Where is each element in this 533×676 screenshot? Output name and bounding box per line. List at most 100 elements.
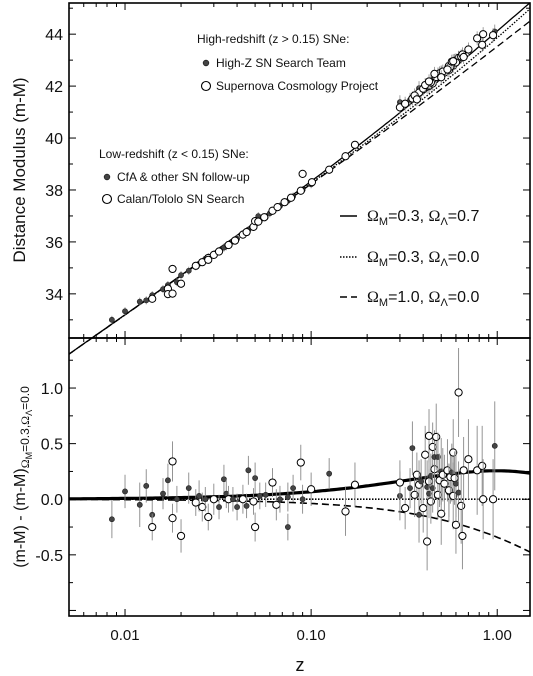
residual-point-open (433, 490, 443, 499)
legend-high-redshift-heading: High-redshift (z > 0.15) SNe: (197, 32, 349, 46)
bottom-panel-frame (68, 337, 531, 617)
x-axis-label: z (296, 655, 305, 675)
top-point-open (224, 240, 233, 250)
residual-point-open (168, 457, 177, 466)
residual-point-open (341, 507, 350, 516)
residual-point-filled (234, 504, 240, 510)
residual-point-filled (491, 442, 498, 449)
residual-point-open (459, 466, 468, 475)
residual-point-filled (196, 493, 202, 499)
top-y-tick-label: 42 (45, 79, 63, 96)
top-point-open (412, 95, 421, 104)
residual-point-filled (407, 485, 413, 492)
x-tick-label: 1.00 (483, 627, 512, 644)
top-y-tick-label: 44 (45, 27, 63, 44)
top-y-tick-label: 40 (45, 131, 63, 148)
residual-point-open (204, 512, 213, 522)
bottom-y-tick-label: 1.0 (41, 381, 63, 398)
bottom-y-tick-label: 0.5 (41, 437, 63, 454)
top-point-filled (122, 308, 128, 315)
top-point-open (479, 30, 488, 39)
residual-point-open (238, 495, 248, 504)
residual-point-open (251, 522, 260, 532)
residual-point-filled (256, 493, 263, 499)
residual-point-open (401, 504, 410, 513)
top-point-open (280, 198, 289, 207)
top-point-open (214, 247, 224, 256)
top-point-open (350, 140, 360, 149)
residual-point-open (249, 497, 258, 506)
residual-point-open (419, 504, 428, 513)
legend-scp: Supernova Cosmology Project (216, 79, 379, 93)
residual-point-filled (160, 490, 166, 497)
top-point-filled (178, 272, 184, 279)
bottom-residual-points (108, 348, 498, 571)
top-y-tick-label: 38 (45, 183, 63, 200)
top-point-open (478, 40, 487, 49)
top-point-open (443, 65, 452, 74)
top-data-points (108, 24, 498, 324)
residual-point-filled (165, 477, 171, 484)
top-point-open (204, 255, 213, 264)
legend-cosmology-solid: ΩM=0.3, ΩΛ=0.7 (367, 208, 479, 228)
legend-cosmology-dashed: ΩM=1.0, ΩΛ=0.0 (367, 289, 479, 309)
residual-point-filled (245, 467, 252, 474)
top-point-open (437, 73, 446, 82)
legend-cosmology-dotted: ΩM=0.3, ΩΛ=0.0 (367, 249, 479, 269)
residual-point-open (458, 531, 467, 541)
residual-point-filled (277, 496, 283, 503)
residual-point-open (272, 500, 281, 509)
residual-point-open (473, 466, 482, 475)
top-point-open (424, 77, 434, 86)
residual-point-open (209, 495, 218, 504)
legend-low-redshift: Low-redshift (z < 0.15) SNe: CfA & other… (99, 147, 250, 206)
residual-point-filled (202, 496, 209, 503)
residual-point-open (478, 461, 487, 470)
top-point-open (325, 165, 334, 174)
legend-cfa: CfA & other SN follow-up (117, 170, 250, 184)
residual-point-filled (143, 482, 150, 489)
top-point-open (260, 213, 269, 222)
top-point-open (473, 34, 482, 43)
top-point-open (168, 264, 177, 274)
residual-point-filled (426, 490, 432, 497)
bottom-y-axis-label: (m-M) - (m-M)ΩM=0.3,ΩΛ=0.0 (12, 386, 34, 568)
legend-filled-marker (202, 59, 210, 67)
legend-cosmology: ΩM=0.3, ΩΛ=0.7 ΩM=0.3, ΩΛ=0.0 ΩM=1.0, ΩΛ… (340, 208, 479, 309)
top-point-filled (185, 267, 192, 274)
residual-point-filled (230, 496, 236, 503)
top-point-open (401, 99, 410, 108)
residual-point-open (488, 495, 498, 504)
residual-point-open (307, 485, 316, 494)
top-point-open (230, 236, 240, 245)
residual-point-open (428, 442, 437, 452)
residual-point-filled (409, 445, 416, 451)
residual-point-open (268, 478, 277, 487)
residual-point-filled (252, 475, 259, 482)
top-point-open (242, 227, 251, 237)
legend-high-redshift: High-redshift (z > 0.15) SNe: High-Z SN … (197, 32, 379, 93)
x-tick-label: 0.10 (297, 627, 326, 644)
residual-point-filled (122, 488, 128, 495)
residual-point-open (464, 455, 473, 464)
legend-filled-marker (103, 173, 111, 181)
top-point-open (341, 152, 350, 161)
residual-point-filled (418, 478, 425, 485)
legend-open-marker (101, 193, 113, 205)
residual-point-open (451, 520, 461, 529)
x-tick-label: 0.01 (110, 627, 139, 644)
top-point-filled (136, 298, 143, 305)
top-point-open (254, 217, 263, 226)
legend-open-marker (200, 80, 212, 92)
residual-point-open (176, 531, 186, 541)
residual-point-filled (429, 485, 436, 492)
residual-point-filled (284, 494, 291, 500)
residual-point-open (148, 522, 157, 532)
residual-point-open (454, 388, 463, 397)
residual-point-filled (216, 504, 222, 510)
residual-point-open (191, 498, 200, 507)
residual-point-filled (416, 511, 422, 518)
top-point-open (449, 57, 458, 66)
legend-high-z-team: High-Z SN Search Team (216, 56, 346, 70)
residual-point-open (440, 479, 449, 488)
